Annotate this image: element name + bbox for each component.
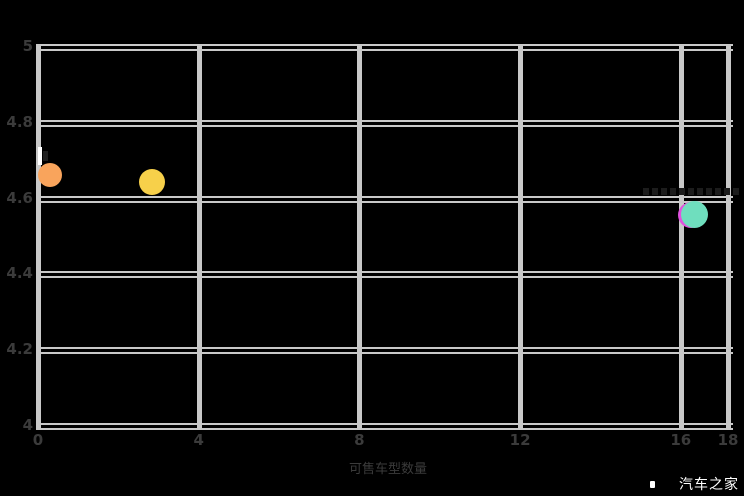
y-axis-tick-label: 4.6 bbox=[6, 188, 33, 207]
y-gridline-4.8-b bbox=[38, 124, 733, 127]
y-axis-tick-label: 4.8 bbox=[6, 112, 33, 131]
x-gridline-18 bbox=[726, 44, 731, 430]
x-gridline-12 bbox=[518, 44, 524, 430]
y-gridline-4.4-b bbox=[38, 276, 733, 279]
point-orange[interactable] bbox=[38, 162, 63, 187]
y-gridline-4.6-a bbox=[38, 195, 733, 198]
autohome-logo-icon bbox=[650, 480, 655, 488]
y-gridline-5-b bbox=[38, 49, 733, 51]
y-gridline-5-a bbox=[38, 44, 733, 46]
watermark-text: 汽车之家 bbox=[679, 477, 739, 493]
y-gridline-4.2-b bbox=[38, 352, 733, 355]
x-axis-tick-label: 16 bbox=[670, 431, 692, 449]
dark-dashed-annotation bbox=[642, 187, 740, 195]
y-gridline-4.6-b bbox=[38, 200, 733, 203]
y-gridline-4.4-a bbox=[38, 271, 733, 274]
point-teal[interactable] bbox=[681, 201, 709, 229]
y-gridline-4.8-a bbox=[38, 119, 733, 122]
y-gridline-4.2-a bbox=[38, 347, 733, 350]
x-axis-tick-label: 0 bbox=[32, 431, 44, 449]
y-axis-tick-label: 4 bbox=[22, 416, 33, 434]
watermark-autohome: 汽车之家 bbox=[650, 476, 739, 494]
x-gridline-8 bbox=[357, 44, 363, 430]
x-axis-tick-label: 8 bbox=[354, 431, 365, 449]
y-axis-tick-label: 5 bbox=[22, 37, 33, 55]
x-axis-tick-label: 18 bbox=[717, 431, 739, 449]
x-axis-title: 可售车型数量 bbox=[348, 462, 427, 477]
axis-highlight-tick bbox=[38, 147, 42, 165]
y-gridline-4-b bbox=[38, 428, 733, 430]
y-axis-tick-label: 4.4 bbox=[6, 264, 33, 283]
x-gridline-0 bbox=[36, 44, 41, 430]
y-axis-tick-label: 4.2 bbox=[6, 340, 33, 359]
x-gridline-16 bbox=[678, 44, 684, 430]
x-axis-tick-label: 4 bbox=[193, 431, 204, 449]
y-gridline-4-a bbox=[38, 423, 733, 425]
point-yellow[interactable] bbox=[139, 169, 166, 196]
x-gridline-4 bbox=[196, 44, 202, 430]
x-axis-tick-label: 12 bbox=[509, 431, 531, 449]
axis-dark-mark bbox=[43, 151, 48, 161]
